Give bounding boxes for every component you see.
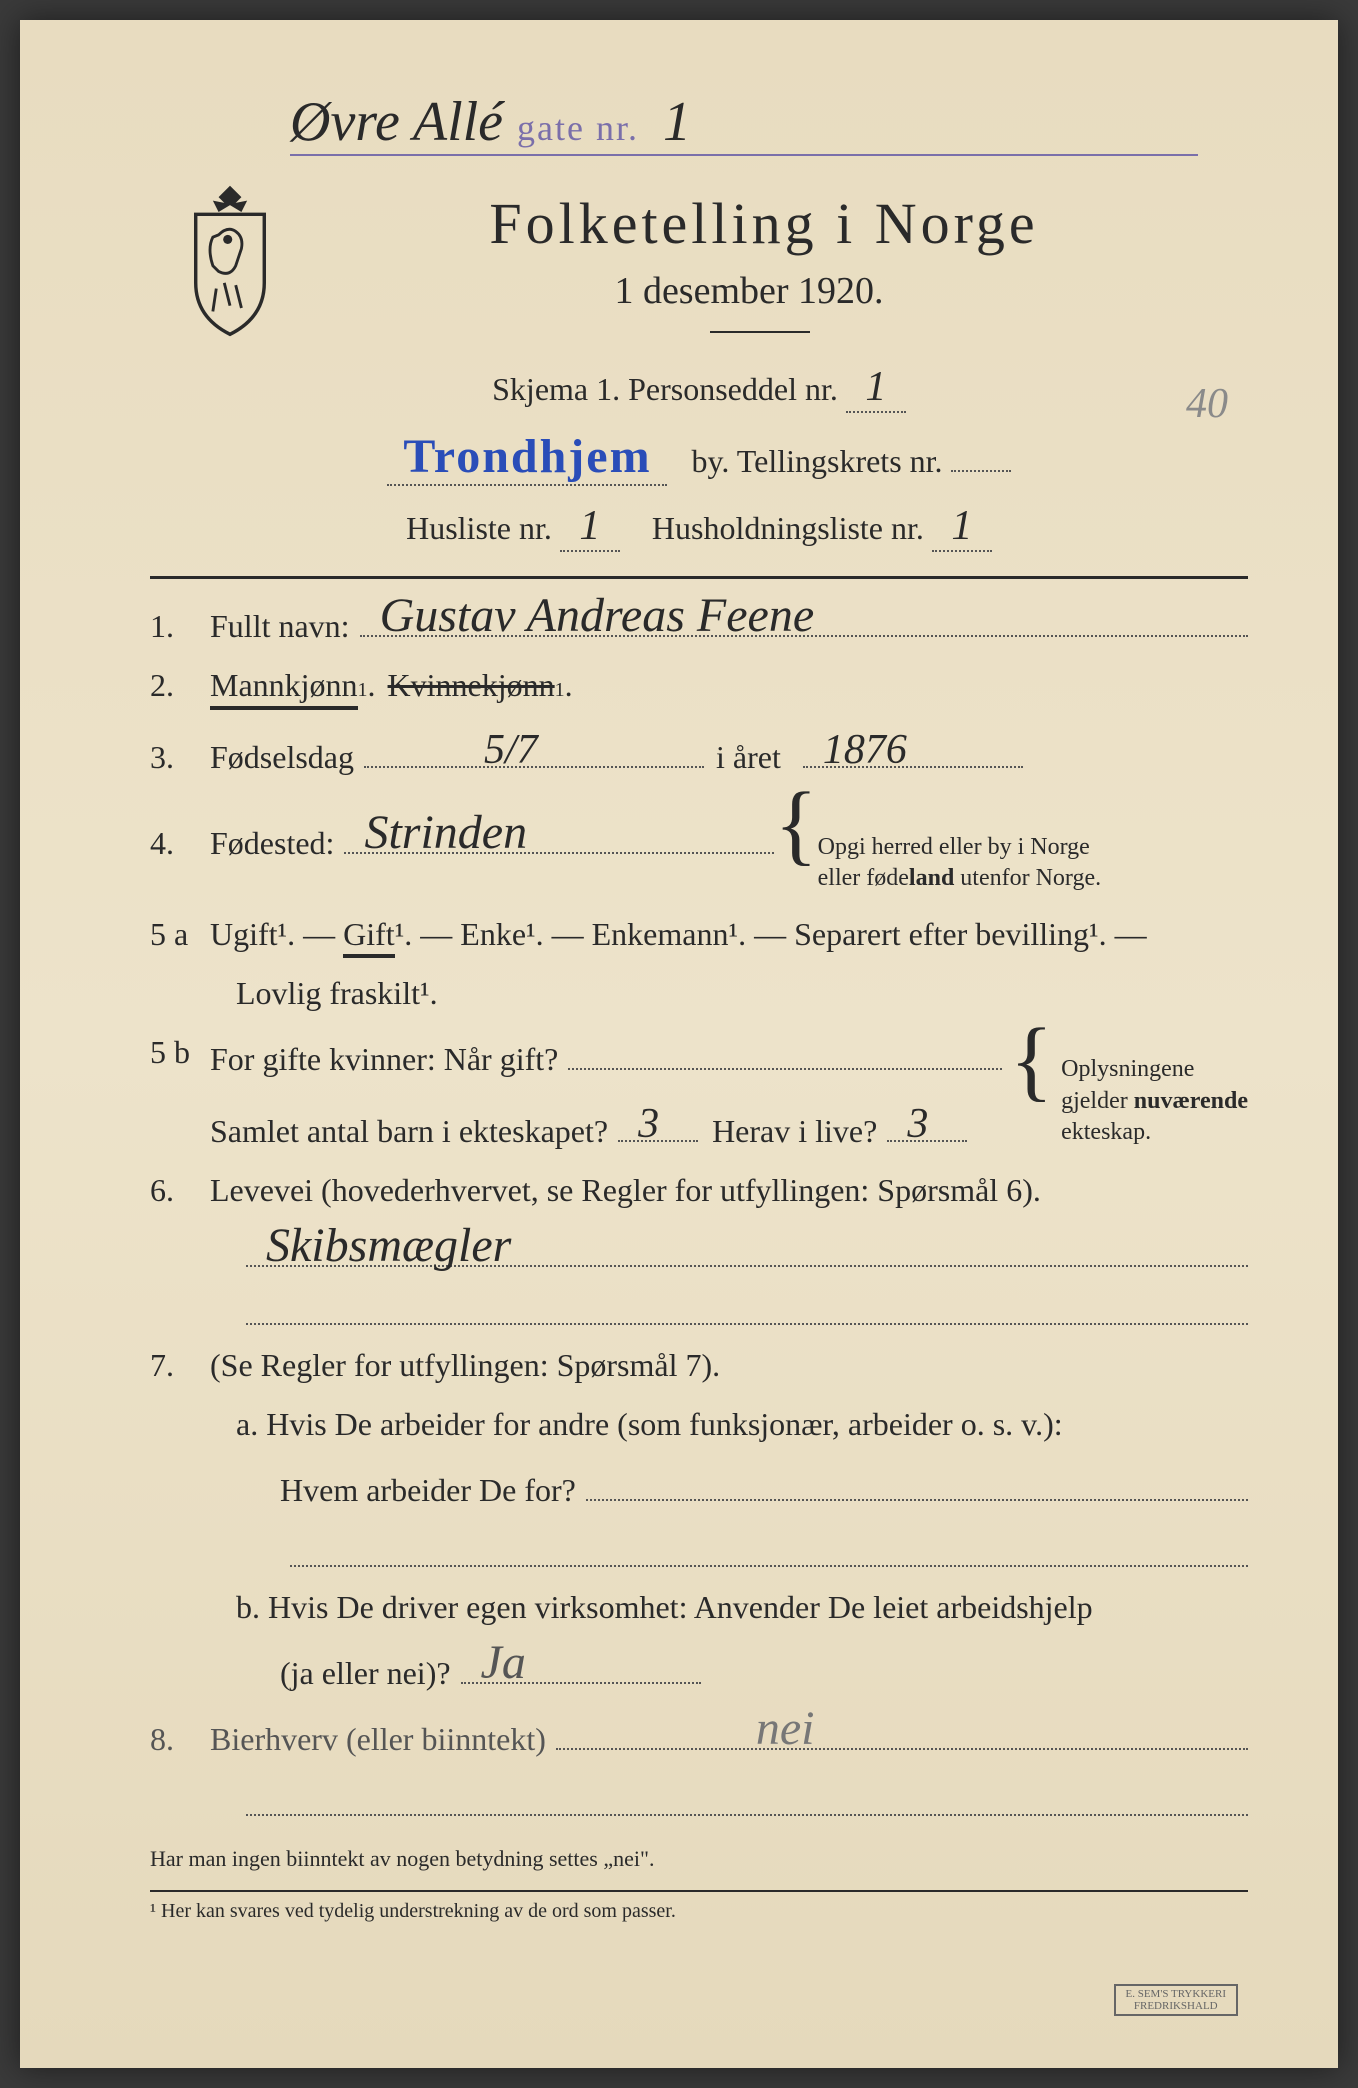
q5b-label2: Samlet antal barn i ekteskapet?	[210, 1113, 608, 1150]
brace-icon: {	[774, 798, 817, 852]
q5b-note: Oplysningene gjelder nuværende ekteskap.	[1061, 1054, 1248, 1148]
form-title: Folketelling i Norge	[280, 190, 1248, 257]
street-name-handwritten: Øvre Allé	[290, 91, 503, 153]
skjema-label: Skjema 1. Personseddel nr.	[492, 371, 838, 407]
q3-year: 1876	[823, 726, 907, 774]
q7a-blank	[150, 1531, 1248, 1567]
q4-label: Fødested:	[210, 825, 334, 862]
q8-label: Bierhverv (eller biinntekt)	[210, 1721, 546, 1758]
q3-num: 3.	[150, 739, 210, 776]
q4-note-l2b: land	[909, 865, 954, 891]
q7b-sub-row: (ja eller nei)? Ja	[150, 1648, 1248, 1692]
q7b-sub: (ja eller nei)?	[280, 1655, 451, 1692]
q4-note: Opgi herred eller by i Norge eller fødel…	[818, 832, 1102, 894]
q7a-sub: Hvem arbeider De for?	[280, 1472, 576, 1509]
q4-note-l1: Opgi herred eller by i Norge	[818, 834, 1090, 860]
q2-sup2: 1	[555, 679, 565, 702]
q5a-opts: Ugift¹. — Gift¹. — Enke¹. — Enkemann¹. —…	[210, 916, 1147, 953]
q5a-row2: Lovlig fraskilt¹.	[150, 975, 1248, 1012]
q7a-row: a. Hvis De arbeider for andre (som funks…	[150, 1406, 1248, 1443]
q3-year-label: i året	[716, 739, 781, 776]
brace-icon-2: {	[1010, 1034, 1053, 1088]
q7a-label: a. Hvis De arbeider for andre (som funks…	[236, 1406, 1063, 1443]
q4-num: 4.	[150, 825, 210, 862]
printer-mark: E. SEM'S TRYKKERI FREDRIKSHALD	[1114, 1984, 1239, 2016]
by-label: by. Tellingskrets nr.	[691, 443, 942, 479]
printer-l1: E. SEM'S TRYKKERI	[1126, 1988, 1227, 2000]
personseddel-nr: 1	[865, 364, 886, 410]
q5b-note-l2b: nuværende	[1134, 1088, 1248, 1114]
census-form-page: Øvre Allé gate nr. 1 Folketelling i Norg…	[20, 20, 1338, 2068]
printer-l2: FREDRIKSHALD	[1134, 2000, 1218, 2012]
form-subtitle: 1 desember 1920.	[250, 269, 1248, 313]
q7b-row: b. Hvis De driver egen virksomhet: Anven…	[150, 1589, 1248, 1626]
q7a-sub-row: Hvem arbeider De for?	[150, 1465, 1248, 1509]
q5b-note-l2: gjelder	[1061, 1088, 1134, 1114]
footnote-text: ¹ Her kan svares ved tydelig understrekn…	[150, 1900, 676, 1922]
q3-row: 3. Fødselsdag 5/7 i året 1876	[150, 732, 1248, 776]
husholdning-label: Husholdningsliste nr.	[652, 510, 924, 546]
q4-row: 4. Fødested: Strinden { Opgi herred elle…	[150, 798, 1248, 894]
husholdning-nr: 1	[951, 503, 972, 549]
street-stamp: gate nr.	[517, 108, 639, 148]
q8-num: 8.	[150, 1721, 210, 1758]
title-divider	[710, 331, 810, 333]
q6-row: 6. Levevei (hovederhvervet, se Regler fo…	[150, 1172, 1248, 1209]
q6-label: Levevei (hovederhvervet, se Regler for u…	[210, 1172, 1041, 1209]
husliste-nr: 1	[579, 503, 600, 549]
q1-row: 1. Fullt navn: Gustav Andreas Feene	[150, 601, 1248, 645]
q7-row: 7. (Se Regler for utfyllingen: Spørsmål …	[150, 1347, 1248, 1384]
street-number: 1	[663, 91, 691, 153]
form-header: Folketelling i Norge 1 desember 1920.	[150, 190, 1248, 333]
q2-opt1: Mannkjønn	[210, 667, 358, 710]
header-divider	[150, 576, 1248, 579]
q2-sup1: 1	[358, 679, 368, 702]
city-stamp: Trondhjem	[403, 430, 651, 483]
form-body: 1. Fullt navn: Gustav Andreas Feene 2. M…	[150, 601, 1248, 1923]
q5b-label1: For gifte kvinner: Når gift?	[210, 1041, 558, 1078]
q7-num: 7.	[150, 1347, 210, 1384]
q6-blank-row	[150, 1289, 1248, 1325]
q6-num: 6.	[150, 1172, 210, 1209]
q2-num: 2.	[150, 667, 210, 704]
q5a-row: 5 a Ugift¹. — Gift¹. — Enke¹. — Enkemann…	[150, 916, 1248, 953]
q5a-num: 5 a	[150, 916, 210, 953]
q5b-num: 5 b	[150, 1034, 210, 1071]
q5b-note-l1: Oplysningene	[1061, 1056, 1194, 1082]
q8-blank	[150, 1780, 1248, 1816]
q5b-note-l3: ekteskap.	[1061, 1119, 1151, 1145]
meta-block: Skjema 1. Personseddel nr. 1 Trondhjem b…	[150, 363, 1248, 552]
footer-instruction: Har man ingen biinntekt av nogen betydni…	[150, 1846, 1248, 1872]
q1-value: Gustav Andreas Feene	[380, 588, 815, 643]
q1-label: Fullt navn:	[210, 608, 350, 645]
q1-num: 1.	[150, 608, 210, 645]
q5b-val2: 3	[638, 1100, 659, 1148]
street-address-line: Øvre Allé gate nr. 1	[290, 90, 1198, 156]
coat-of-arms-icon	[170, 180, 290, 340]
q7-label: (Se Regler for utfyllingen: Spørsmål 7).	[210, 1347, 720, 1384]
q5b-val3: 3	[907, 1100, 928, 1148]
q6-value: Skibsmægler	[266, 1218, 511, 1273]
q3-day: 5/7	[484, 726, 538, 774]
q6-value-row: Skibsmægler	[150, 1231, 1248, 1267]
q7b-value: Ja	[481, 1635, 526, 1690]
q2-opt2: Kvinnekjønn	[388, 667, 555, 704]
q8-row: 8. Bierhverv (eller biinntekt) nei	[150, 1714, 1248, 1758]
q5b-label3: Herav i live?	[712, 1113, 877, 1150]
q5a-line2: Lovlig fraskilt¹.	[236, 975, 438, 1012]
q8-value: nei	[756, 1701, 815, 1756]
footnote: ¹ Her kan svares ved tydelig understrekn…	[150, 1890, 1248, 1923]
q7b-label: b. Hvis De driver egen virksomhet: Anven…	[236, 1589, 1093, 1626]
q4-note-l2c: utenfor Norge.	[954, 865, 1101, 891]
q5b-row1: 5 b For gifte kvinner: Når gift? Samlet …	[150, 1034, 1248, 1150]
q3-label: Fødselsdag	[210, 739, 354, 776]
husliste-label: Husliste nr.	[406, 510, 552, 546]
q2-row: 2. Mannkjønn1. Kvinnekjønn1.	[150, 667, 1248, 710]
q4-value: Strinden	[364, 805, 527, 860]
q4-note-l2: eller føde	[818, 865, 909, 891]
